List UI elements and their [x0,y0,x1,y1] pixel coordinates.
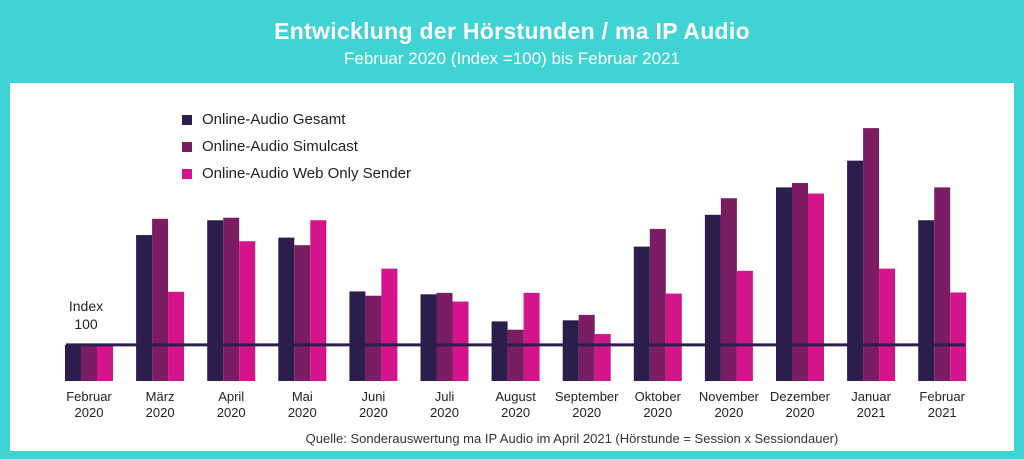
bar-0-8 [633,246,650,381]
x-tick-label-10-1: 2020 [786,405,815,420]
bar-0-2 [207,220,224,381]
bar-0-10 [776,187,792,381]
legend-label-simulcast: Online-Audio Simulcast [202,138,358,155]
bar-2-5 [452,301,469,381]
bar-0-5 [420,294,437,381]
bar-0-6 [491,321,508,381]
x-tick-label-4-0: Juni [361,389,385,404]
bar-2-0 [97,344,113,381]
bar-2-4 [381,268,398,381]
bar-0-1 [136,235,153,381]
x-tick-label-4-1: 2020 [359,405,388,420]
bar-1-10 [792,183,808,381]
chart-subtitle: Februar 2020 (Index =100) bis Februar 20… [344,49,680,68]
x-tick-label-0-1: 2020 [75,405,104,420]
bar-2-9 [736,270,753,381]
bar-0-11 [847,160,864,381]
x-tick-label-9-1: 2020 [714,405,743,420]
bar-1-7 [578,314,595,381]
legend-swatch-gesamt [182,115,192,125]
bar-1-4 [365,295,382,381]
bar-1-3 [294,245,311,381]
bar-2-1 [168,291,185,381]
legend-swatch-webonly [182,169,192,179]
source-note: Quelle: Sonderauswertung ma IP Audio im … [305,431,839,446]
x-tick-label-1-0: März [146,389,175,404]
x-tick-label-5-1: 2020 [430,405,459,420]
bar-2-2 [239,241,256,381]
bar-0-4 [349,291,366,381]
bar-1-0 [81,344,97,381]
legend-item-simulcast: Online-Audio Simulcast [182,137,411,164]
bar-1-12 [934,187,951,381]
x-tick-label-8-0: Oktober [635,389,682,404]
index-label-1: 100 [74,316,98,332]
x-tick-label-3-0: Mai [292,389,313,404]
bar-1-6 [507,329,524,381]
legend-label-webonly: Online-Audio Web Only Sender [202,165,412,182]
legend-item-gesamt: Online-Audio Gesamt [182,110,411,137]
bar-0-0 [65,344,81,381]
x-tick-label-6-1: 2020 [501,405,530,420]
x-tick-label-9-0: November [699,389,760,404]
bar-1-2 [223,217,240,381]
bar-2-3 [310,220,327,381]
bar-2-10 [808,193,824,381]
bar-0-12 [918,220,935,381]
x-tick-label-0-0: Februar [66,389,112,404]
x-tick-label-5-0: Juli [435,389,455,404]
x-tick-label-7-0: September [555,389,619,404]
x-tick-label-2-1: 2020 [217,405,246,420]
x-tick-label-6-0: August [495,389,536,404]
bar-2-7 [594,334,611,381]
legend-label-gesamt: Online-Audio Gesamt [202,111,346,128]
bar-1-9 [720,198,737,381]
bar-1-8 [649,228,666,381]
bar-2-6 [523,292,540,381]
bar-2-8 [665,293,682,381]
x-tick-label-12-1: 2021 [928,405,957,420]
chart-title: Entwicklung der Hörstunden / ma IP Audio [274,18,750,44]
bar-2-12 [950,292,967,381]
chart-legend: Online-Audio Gesamt Online-Audio Simulca… [182,110,411,191]
bar-0-7 [562,320,579,381]
legend-item-webonly: Online-Audio Web Only Sender [182,164,411,191]
x-tick-label-12-0: Februar [919,389,965,404]
x-tick-label-11-0: Januar [851,389,891,404]
x-tick-label-1-1: 2020 [146,405,175,420]
bar-2-11 [879,268,896,381]
x-tick-label-8-1: 2020 [643,405,672,420]
chart-header: Entwicklung der Hörstunden / ma IP Audio… [0,0,1024,82]
chart-panel [10,83,1014,451]
bar-0-9 [704,214,721,381]
x-tick-label-10-0: Dezember [770,389,831,404]
x-tick-label-2-0: April [218,389,244,404]
x-tick-label-7-1: 2020 [572,405,601,420]
bar-1-1 [152,218,169,381]
index-label-0: Index [69,298,103,314]
x-tick-label-3-1: 2020 [288,405,317,420]
bar-1-5 [436,292,453,381]
bar-0-3 [278,237,295,381]
x-tick-label-11-1: 2021 [857,405,886,420]
bar-1-11 [863,128,880,381]
legend-swatch-simulcast [182,142,192,152]
